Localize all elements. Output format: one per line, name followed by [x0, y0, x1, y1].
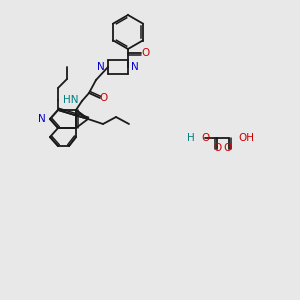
Text: O: O [224, 143, 232, 153]
Text: N: N [97, 62, 105, 72]
Text: OH: OH [238, 133, 254, 143]
Text: HN: HN [64, 95, 79, 105]
Text: O: O [201, 133, 209, 143]
Text: H: H [187, 133, 195, 143]
Text: N: N [131, 62, 139, 72]
Text: O: O [214, 143, 222, 153]
Text: O: O [100, 93, 108, 103]
Text: O: O [141, 48, 149, 58]
Text: N: N [38, 114, 46, 124]
